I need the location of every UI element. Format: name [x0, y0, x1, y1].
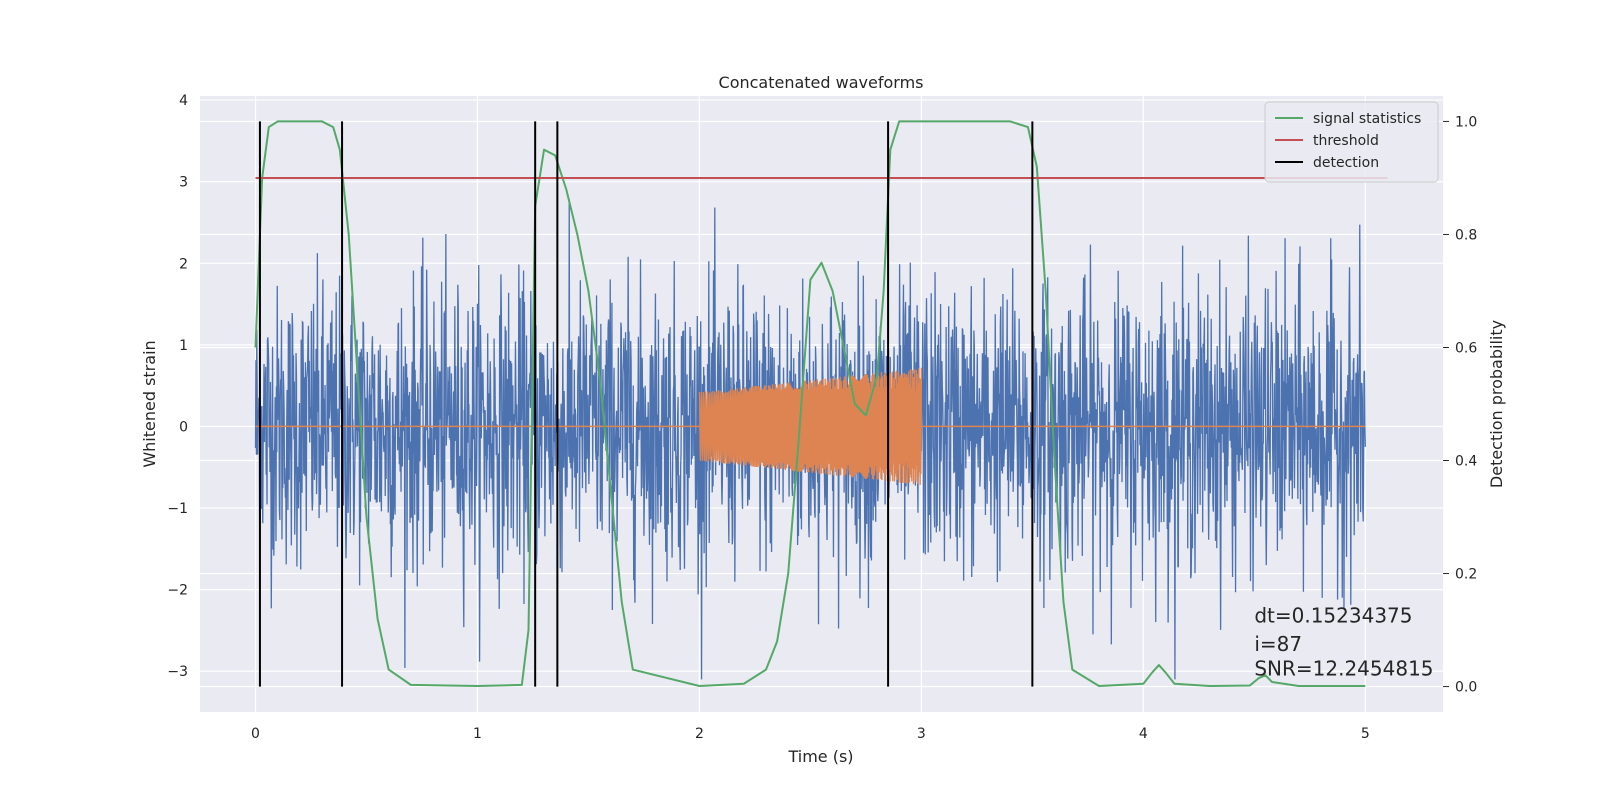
x-tick-label: 2: [695, 726, 704, 742]
chart-title: Concatenated waveforms: [719, 73, 924, 92]
legend-entry: threshold: [1313, 133, 1379, 149]
y-tick-label: 0: [179, 419, 188, 435]
y2-tick-label: 0.8: [1455, 227, 1477, 243]
x-axis-label: Time (s): [787, 747, 853, 766]
x-tick-label: 4: [1139, 726, 1148, 742]
chirp-waveform-line: [698, 367, 923, 486]
left-y-ticks: −3 −2 −1 0 1 2 3 4: [167, 93, 188, 680]
legend[interactable]: signal statistics threshold detection: [1264, 101, 1439, 183]
x-tick-label: 3: [917, 726, 926, 742]
y-tick-label: −3: [167, 664, 188, 680]
y-tick-label: −2: [167, 583, 188, 599]
y2-tick-label: 0.4: [1455, 454, 1477, 470]
annotation-text: SNR=12.2454815: [1254, 656, 1433, 680]
x-tick-label: 5: [1361, 726, 1370, 742]
y-tick-label: −1: [167, 501, 188, 517]
y-tick-label: 3: [179, 175, 188, 191]
annotation-text: dt=0.15234375: [1254, 603, 1412, 627]
x-ticks: 0 1 2 3 4 5: [251, 726, 1370, 742]
legend-box: [1264, 101, 1439, 183]
signal-statistics-line: [254, 120, 1366, 687]
legend-entry: detection: [1313, 155, 1379, 171]
y-tick-label: 1: [179, 338, 188, 354]
annotation-text: i=87: [1254, 632, 1302, 656]
y2-tick-label: 0.6: [1455, 340, 1477, 356]
y-axis-label: Whitened strain: [140, 340, 159, 467]
series-layer: [254, 120, 1388, 687]
y-tick-label: 4: [179, 93, 188, 109]
legend-entry: signal statistics: [1313, 111, 1421, 127]
y2-axis-label: Detection probability: [1487, 320, 1506, 488]
y2-tick-label: 0.2: [1455, 567, 1477, 583]
y2-tick-label: 1.0: [1455, 114, 1477, 130]
x-tick-label: 1: [473, 726, 482, 742]
y-tick-label: 2: [179, 256, 188, 272]
right-y-ticks: 0.0 0.2 0.4 0.6 0.8 1.0: [1443, 114, 1477, 696]
x-tick-label: 0: [251, 726, 260, 742]
y2-tick-label: 0.0: [1455, 680, 1477, 696]
